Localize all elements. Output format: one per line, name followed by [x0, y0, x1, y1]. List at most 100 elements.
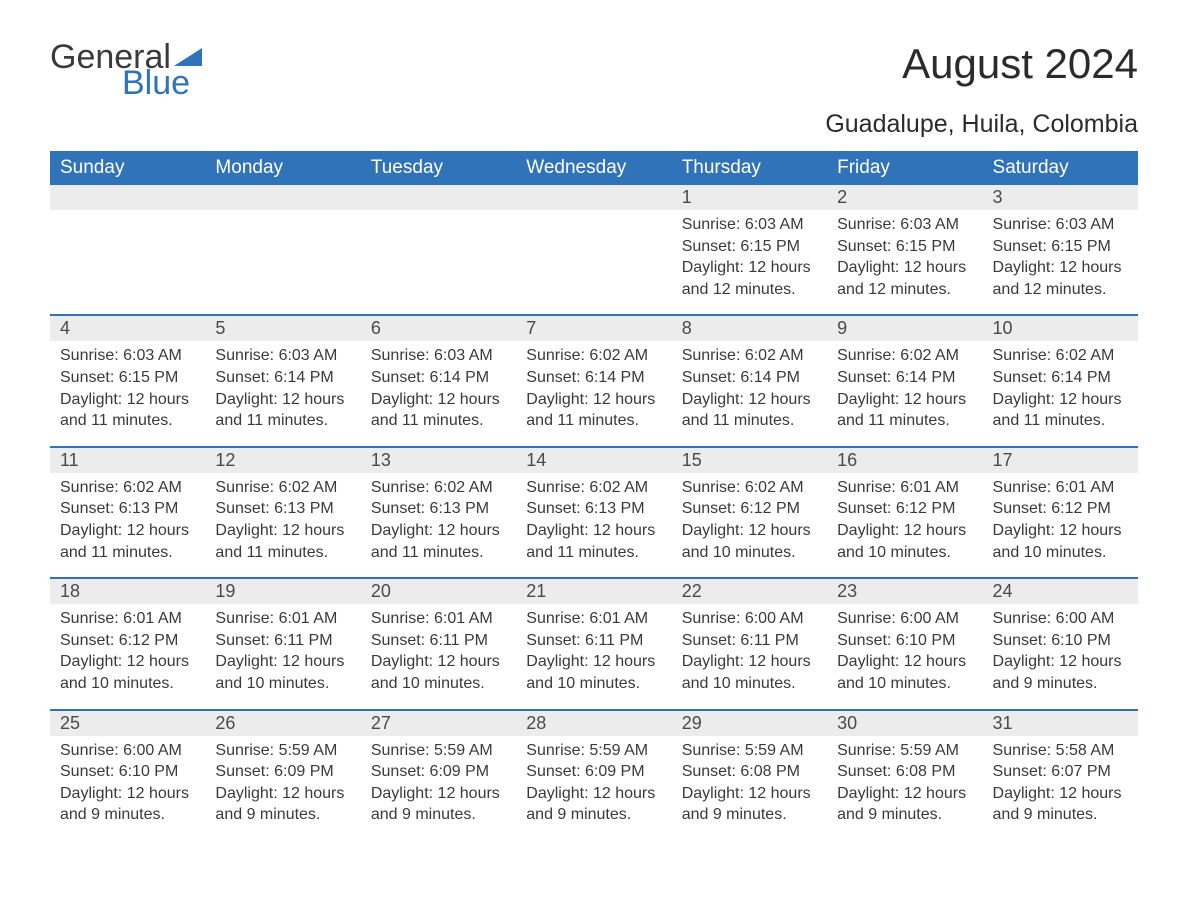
daylight-text: and 11 minutes. [215, 542, 350, 564]
daylight-text: Daylight: 12 hours [60, 783, 195, 805]
day-number: 1 [672, 185, 827, 210]
weekday-header-row: SundayMondayTuesdayWednesdayThursdayFrid… [50, 151, 1138, 185]
weekday-friday: Friday [827, 151, 982, 185]
daylight-text: and 11 minutes. [371, 410, 506, 432]
day-cell: Sunrise: 6:00 AMSunset: 6:10 PMDaylight:… [827, 604, 982, 708]
day-cell: Sunrise: 6:00 AMSunset: 6:10 PMDaylight:… [50, 736, 205, 840]
sunset-text: Sunset: 6:14 PM [682, 367, 817, 389]
day-cell: Sunrise: 6:02 AMSunset: 6:13 PMDaylight:… [50, 473, 205, 577]
day-cell: Sunrise: 5:59 AMSunset: 6:09 PMDaylight:… [516, 736, 671, 840]
daylight-text: Daylight: 12 hours [837, 257, 972, 279]
sunrise-text: Sunrise: 6:02 AM [682, 345, 817, 367]
sunset-text: Sunset: 6:15 PM [682, 236, 817, 258]
day-cell: Sunrise: 6:01 AMSunset: 6:12 PMDaylight:… [50, 604, 205, 708]
daylight-text: and 12 minutes. [682, 279, 817, 301]
day-number: 10 [983, 316, 1138, 341]
sunset-text: Sunset: 6:14 PM [993, 367, 1128, 389]
day-cell: Sunrise: 6:03 AMSunset: 6:15 PMDaylight:… [827, 210, 982, 314]
calendar: SundayMondayTuesdayWednesdayThursdayFrid… [50, 151, 1138, 840]
day-cell: Sunrise: 5:59 AMSunset: 6:08 PMDaylight:… [827, 736, 982, 840]
daynum-row: 123 [50, 185, 1138, 210]
daylight-text: Daylight: 12 hours [526, 389, 661, 411]
sunset-text: Sunset: 6:12 PM [682, 498, 817, 520]
sunrise-text: Sunrise: 5:59 AM [371, 740, 506, 762]
logo-text-blue: Blue [122, 66, 202, 100]
weekday-thursday: Thursday [672, 151, 827, 185]
daylight-text: and 9 minutes. [526, 804, 661, 826]
day-number: 17 [983, 448, 1138, 473]
day-number: 11 [50, 448, 205, 473]
daylight-text: Daylight: 12 hours [371, 651, 506, 673]
day-cell: Sunrise: 6:00 AMSunset: 6:10 PMDaylight:… [983, 604, 1138, 708]
day-cell: Sunrise: 6:02 AMSunset: 6:13 PMDaylight:… [361, 473, 516, 577]
sunset-text: Sunset: 6:13 PM [60, 498, 195, 520]
day-number: 19 [205, 579, 360, 604]
day-cell: Sunrise: 5:58 AMSunset: 6:07 PMDaylight:… [983, 736, 1138, 840]
sunset-text: Sunset: 6:11 PM [215, 630, 350, 652]
daylight-text: and 11 minutes. [837, 410, 972, 432]
weekday-monday: Monday [205, 151, 360, 185]
day-number: 25 [50, 711, 205, 736]
daylight-text: Daylight: 12 hours [993, 257, 1128, 279]
daylight-text: and 9 minutes. [371, 804, 506, 826]
daylight-text: Daylight: 12 hours [993, 651, 1128, 673]
weekday-tuesday: Tuesday [361, 151, 516, 185]
day-cell: Sunrise: 6:02 AMSunset: 6:13 PMDaylight:… [205, 473, 360, 577]
daylight-text: Daylight: 12 hours [837, 520, 972, 542]
daylight-text: and 10 minutes. [682, 542, 817, 564]
daylight-text: Daylight: 12 hours [60, 520, 195, 542]
sunrise-text: Sunrise: 6:01 AM [60, 608, 195, 630]
day-number: 28 [516, 711, 671, 736]
sunset-text: Sunset: 6:15 PM [837, 236, 972, 258]
sunset-text: Sunset: 6:11 PM [682, 630, 817, 652]
daylight-text: and 12 minutes. [837, 279, 972, 301]
sunrise-text: Sunrise: 6:00 AM [60, 740, 195, 762]
sunrise-text: Sunrise: 6:02 AM [837, 345, 972, 367]
day-cell: Sunrise: 6:02 AMSunset: 6:14 PMDaylight:… [672, 341, 827, 445]
daylight-text: Daylight: 12 hours [526, 783, 661, 805]
day-cell: Sunrise: 6:02 AMSunset: 6:14 PMDaylight:… [827, 341, 982, 445]
daylight-text: and 10 minutes. [682, 673, 817, 695]
daylight-text: and 10 minutes. [837, 673, 972, 695]
logo: General Blue [50, 40, 202, 100]
daylight-text: and 10 minutes. [215, 673, 350, 695]
day-cell: Sunrise: 6:00 AMSunset: 6:11 PMDaylight:… [672, 604, 827, 708]
day-number: 24 [983, 579, 1138, 604]
day-number: 15 [672, 448, 827, 473]
daylight-text: Daylight: 12 hours [215, 520, 350, 542]
day-cell: Sunrise: 6:03 AMSunset: 6:14 PMDaylight:… [205, 341, 360, 445]
daylight-text: and 10 minutes. [60, 673, 195, 695]
sunrise-text: Sunrise: 6:00 AM [837, 608, 972, 630]
sunrise-text: Sunrise: 6:03 AM [837, 214, 972, 236]
daylight-text: Daylight: 12 hours [682, 257, 817, 279]
sunrise-text: Sunrise: 6:00 AM [682, 608, 817, 630]
sunset-text: Sunset: 6:14 PM [371, 367, 506, 389]
daylight-text: and 11 minutes. [215, 410, 350, 432]
day-cell: Sunrise: 6:01 AMSunset: 6:11 PMDaylight:… [205, 604, 360, 708]
sunset-text: Sunset: 6:07 PM [993, 761, 1128, 783]
sunrise-text: Sunrise: 6:03 AM [60, 345, 195, 367]
sunrise-text: Sunrise: 6:00 AM [993, 608, 1128, 630]
day-number: 7 [516, 316, 671, 341]
daylight-text: and 10 minutes. [371, 673, 506, 695]
sunrise-text: Sunrise: 5:59 AM [837, 740, 972, 762]
day-cell: Sunrise: 5:59 AMSunset: 6:08 PMDaylight:… [672, 736, 827, 840]
day-number: 23 [827, 579, 982, 604]
day-cell: Sunrise: 6:01 AMSunset: 6:12 PMDaylight:… [983, 473, 1138, 577]
daylight-text: and 9 minutes. [215, 804, 350, 826]
daylight-text: and 11 minutes. [526, 410, 661, 432]
day-number: 20 [361, 579, 516, 604]
daylight-text: and 9 minutes. [60, 804, 195, 826]
day-cell [50, 210, 205, 314]
day-number: 9 [827, 316, 982, 341]
daylight-text: and 11 minutes. [60, 542, 195, 564]
daylight-text: Daylight: 12 hours [682, 389, 817, 411]
sunrise-text: Sunrise: 6:02 AM [215, 477, 350, 499]
daylight-text: and 12 minutes. [993, 279, 1128, 301]
week-row: Sunrise: 6:00 AMSunset: 6:10 PMDaylight:… [50, 736, 1138, 840]
daylight-text: and 10 minutes. [526, 673, 661, 695]
sunrise-text: Sunrise: 5:59 AM [682, 740, 817, 762]
day-cell: Sunrise: 6:03 AMSunset: 6:14 PMDaylight:… [361, 341, 516, 445]
sunrise-text: Sunrise: 5:59 AM [526, 740, 661, 762]
sunset-text: Sunset: 6:11 PM [526, 630, 661, 652]
